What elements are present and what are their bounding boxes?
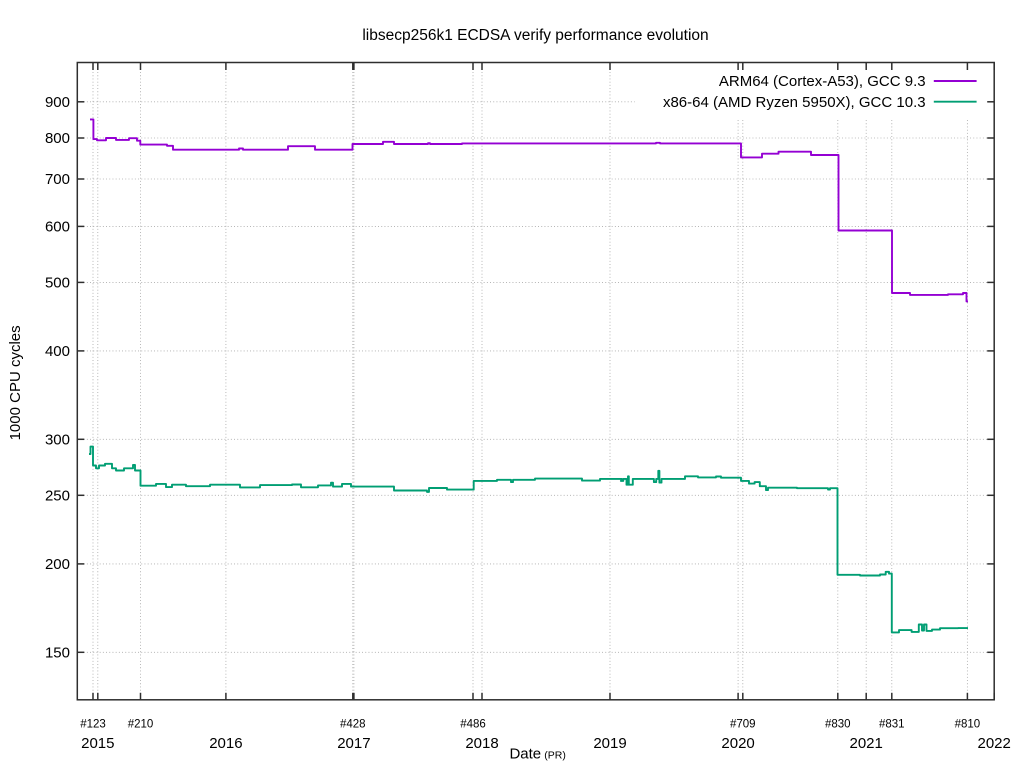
svg-text:(PR): (PR) [544, 750, 566, 762]
svg-text:#486: #486 [460, 719, 486, 731]
svg-text:#709: #709 [730, 719, 756, 731]
svg-text:#210: #210 [128, 719, 154, 731]
svg-text:ARM64 (Cortex-A53), GCC 9.3: ARM64 (Cortex-A53), GCC 9.3 [719, 73, 926, 90]
svg-text:#123: #123 [80, 719, 106, 731]
svg-text:200: 200 [45, 556, 70, 573]
svg-text:800: 800 [45, 130, 70, 147]
svg-text:2019: 2019 [593, 735, 626, 752]
svg-text:300: 300 [45, 432, 70, 449]
svg-text:2020: 2020 [721, 735, 754, 752]
svg-text:2016: 2016 [209, 735, 242, 752]
svg-text:#831: #831 [879, 719, 905, 731]
svg-text:2018: 2018 [465, 735, 498, 752]
svg-text:2017: 2017 [337, 735, 370, 752]
svg-text:900: 900 [45, 94, 70, 111]
svg-text:#428: #428 [340, 719, 366, 731]
svg-text:libsecp256k1 ECDSA verify perf: libsecp256k1 ECDSA verify performance ev… [362, 27, 708, 44]
svg-text:150: 150 [45, 645, 70, 662]
svg-text:1000 CPU cycles: 1000 CPU cycles [7, 325, 24, 440]
svg-text:400: 400 [45, 343, 70, 360]
svg-text:#810: #810 [955, 719, 981, 731]
svg-text:x86-64 (AMD Ryzen 5950X), GCC: x86-64 (AMD Ryzen 5950X), GCC 10.3 [663, 94, 926, 111]
svg-text:2015: 2015 [81, 735, 114, 752]
svg-text:Date: Date [509, 746, 541, 763]
svg-text:600: 600 [45, 219, 70, 236]
svg-text:2021: 2021 [850, 735, 883, 752]
svg-text:700: 700 [45, 171, 70, 188]
svg-text:250: 250 [45, 488, 70, 505]
svg-text:2022: 2022 [978, 735, 1011, 752]
svg-text:500: 500 [45, 275, 70, 292]
svg-text:#830: #830 [825, 719, 851, 731]
